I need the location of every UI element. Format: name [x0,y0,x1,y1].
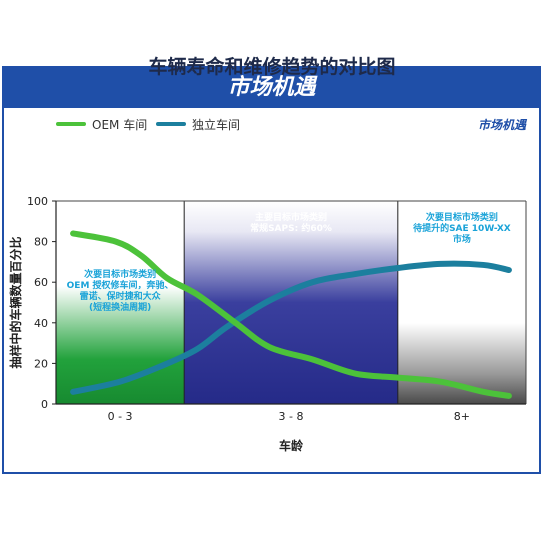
y-tick-label: 60 [34,276,48,289]
zone-label-line: 次要目标市场类别 [425,213,498,223]
y-tick-label: 20 [34,357,48,370]
zone-label-line: OEM 授权修车间，奔驰、 [66,281,174,291]
zone-label-line: 次要目标市场类别 [84,270,157,280]
legend-item-independent: 独立车间 [156,114,240,134]
zone-band-2 [184,201,398,404]
banner-title: 市场机遇 [4,68,539,108]
zone-label-line: 主要目标市场类别 [254,213,327,223]
zone-label-line: 雷诺、保时捷和大众 [79,292,161,302]
zone-label-2: 主要目标市场类别 常规SAPS: 约60% [186,213,396,235]
legend: OEM 车间 独立车间 市场机遇 [56,114,526,134]
legend-market-label: 市场机遇 [477,118,526,132]
zone-label-line: 市场 [452,235,471,245]
y-tick-label: 80 [34,236,48,249]
zone-label-line: (短程换油周期) [88,303,152,313]
x-tick-label: 8+ [454,410,470,423]
legend-item-oem: OEM 车间 [56,114,147,134]
series-line-independent [70,260,512,395]
y-tick-label: 40 [34,317,48,330]
legend-swatch-independent [156,122,186,126]
zone-label-1: 次要目标市场类别 OEM 授权修车间，奔驰、 雷诺、保时捷和大众 (短程换油周期) [58,270,182,314]
zone-band-3 [397,201,526,404]
x-tick-label: 0 - 3 [108,410,133,423]
y-tick-label: 0 [41,398,48,411]
x-tick-label: 3 - 8 [279,410,304,423]
y-axis-title: 抽样中的车辆数量百分比 [8,236,23,368]
legend-label-independent: 独立车间 [192,117,241,132]
legend-label-oem: OEM 车间 [92,117,148,132]
y-tick-label: 100 [27,195,48,208]
zone-label-line: 常规SAPS: 约60% [250,224,332,234]
zone-label-3: 次要目标市场类别 待提升的SAE 10W-XX 市场 [400,213,524,246]
x-axis-title: 车龄 [279,438,304,453]
zone-label-line: 待提升的SAE 10W-XX [413,224,511,234]
series-line-oem [70,230,512,399]
legend-swatch-oem [56,122,86,126]
chart-title: 车辆寿命和维修趋势的对比图 [148,56,396,78]
